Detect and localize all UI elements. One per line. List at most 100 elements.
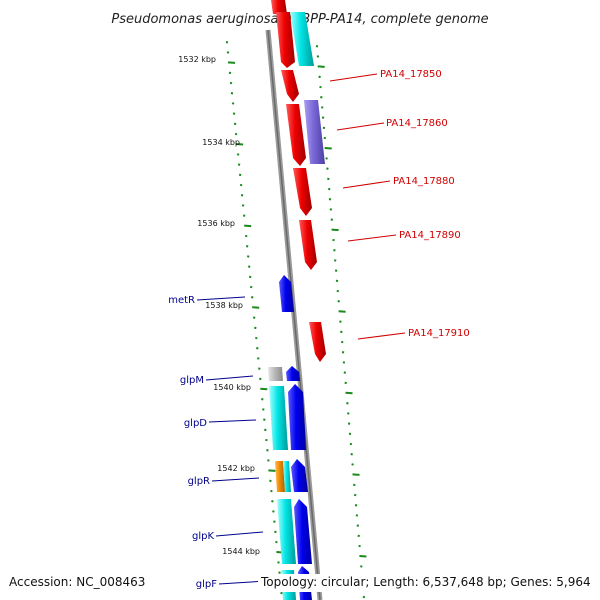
gene-feature[interactable] xyxy=(309,322,326,362)
tick-mark xyxy=(347,412,350,415)
tick-mark xyxy=(327,187,331,191)
gene-feature[interactable] xyxy=(286,366,300,381)
tick-mark xyxy=(333,249,336,252)
gene-label[interactable]: glpD xyxy=(184,418,207,429)
tick-mark xyxy=(319,85,322,89)
gene-label[interactable]: glpM xyxy=(180,375,204,386)
tick-mark xyxy=(233,122,237,126)
tick-mark xyxy=(262,408,265,411)
tick-mark xyxy=(258,367,261,370)
genome-summary-text: Topology: circular; Length: 6,537,648 bp… xyxy=(260,575,591,589)
tick-mark xyxy=(343,371,347,374)
tick-mark xyxy=(349,442,353,446)
tick-mark xyxy=(246,255,250,258)
tick-mark xyxy=(356,524,360,527)
tick-mark xyxy=(351,463,354,466)
gene-feature[interactable] xyxy=(304,100,325,164)
tick-mark xyxy=(230,92,234,95)
tick-mark xyxy=(318,75,321,79)
tick-mark xyxy=(264,428,267,432)
tick-mark xyxy=(326,167,329,170)
tick-mark xyxy=(269,479,272,483)
tick-mark xyxy=(239,183,243,187)
tick-mark xyxy=(226,51,230,54)
gene-feature[interactable] xyxy=(293,168,312,216)
tick-mark xyxy=(228,71,232,75)
tick-mark xyxy=(357,534,360,538)
gene-label[interactable]: PA14_17890 xyxy=(399,230,461,241)
gene-labels-right: PA14_17850 PA14_17860 PA14_17880 PA14_17… xyxy=(329,69,470,340)
tick-mark xyxy=(344,381,347,385)
tick-mark xyxy=(254,326,257,330)
tick-mark xyxy=(225,41,229,44)
tick-mark xyxy=(236,143,244,146)
tick-mark xyxy=(234,132,238,136)
tick-mark xyxy=(277,561,280,564)
gene-feature[interactable] xyxy=(276,12,295,68)
gene-feature[interactable] xyxy=(290,12,314,66)
tick-mark xyxy=(320,106,324,109)
tick-mark xyxy=(320,96,323,99)
genome-backbone xyxy=(265,29,323,600)
tick-mark xyxy=(360,565,363,568)
tick-mark xyxy=(321,116,325,119)
gene-feature[interactable] xyxy=(269,386,288,450)
footer-backdrop xyxy=(258,574,600,592)
tick-mark xyxy=(325,157,328,160)
gene-feature[interactable] xyxy=(271,0,287,14)
tick-mark xyxy=(231,102,235,105)
tick-mark xyxy=(255,336,258,340)
tick-mark xyxy=(355,514,359,517)
tick-mark xyxy=(328,198,332,201)
tick-mark xyxy=(337,300,340,303)
gene-label[interactable]: glpF xyxy=(196,579,217,590)
tick-mark xyxy=(266,449,269,452)
gene-label[interactable]: glpR xyxy=(188,476,210,487)
tick-mark xyxy=(257,357,260,360)
tick-mark xyxy=(249,285,253,289)
tick-mark xyxy=(275,540,278,544)
tick-mark xyxy=(263,418,266,421)
tick-mark xyxy=(324,147,332,150)
tick-mark xyxy=(327,177,330,181)
tick-mark xyxy=(353,493,357,497)
tick-mark xyxy=(353,483,356,487)
gene-label[interactable]: PA14_17880 xyxy=(393,176,455,187)
tick-mark xyxy=(336,289,340,293)
gene-feature[interactable] xyxy=(279,275,294,312)
gene-feature[interactable] xyxy=(291,459,308,492)
tick-mark xyxy=(323,136,327,140)
tick-mark xyxy=(271,500,274,503)
tick-mark xyxy=(350,453,353,456)
gene-label[interactable]: glpK xyxy=(192,531,214,542)
gene-feature[interactable] xyxy=(277,499,296,564)
gene-feature[interactable] xyxy=(286,104,306,166)
tick-mark xyxy=(317,65,325,68)
gene-feature[interactable] xyxy=(288,384,306,450)
gene-feature[interactable] xyxy=(283,461,291,492)
tick-mark xyxy=(333,259,337,262)
tick-mark xyxy=(273,520,276,523)
tick-mark xyxy=(339,320,342,323)
gene-feature[interactable] xyxy=(299,220,317,270)
gene-feature[interactable] xyxy=(294,499,312,564)
gene-label[interactable]: PA14_17850 xyxy=(380,69,442,80)
gene-feature[interactable] xyxy=(268,367,283,381)
gene-label[interactable]: metR xyxy=(168,295,195,306)
tick-mark xyxy=(316,55,320,58)
tick-mark xyxy=(252,316,256,319)
gene-feature[interactable] xyxy=(281,70,299,102)
tick-mark xyxy=(247,265,251,268)
gene-label[interactable]: PA14_17910 xyxy=(408,328,470,339)
tick-mark xyxy=(329,208,333,211)
tick-mark xyxy=(232,112,236,115)
accession-text: Accession: NC_008463 xyxy=(9,575,145,589)
gene-features xyxy=(268,0,326,600)
tick-mark xyxy=(272,510,275,513)
gene-label[interactable]: PA14_17860 xyxy=(386,118,448,129)
tick-mark xyxy=(345,391,353,395)
gene-feature[interactable] xyxy=(275,461,285,492)
tick-mark xyxy=(334,269,338,272)
